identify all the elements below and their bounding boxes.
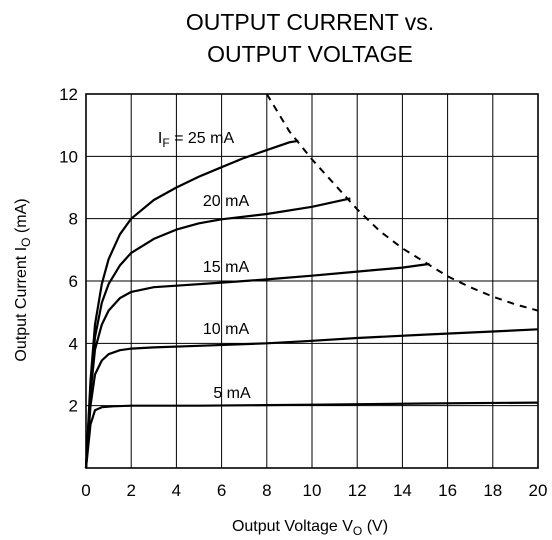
- series-label: IF = 25 mA: [158, 130, 235, 150]
- series-line: [84, 197, 351, 469]
- y-axis-label: Output Current IO (mA): [13, 198, 33, 361]
- plot-frame: [85, 93, 539, 469]
- x-axis-label-text: Output Voltage V: [232, 518, 353, 535]
- x-tick-label: 8: [262, 481, 271, 500]
- series-line: [84, 328, 539, 469]
- series-label: 20 mA: [203, 193, 250, 210]
- series-line: [84, 139, 299, 469]
- x-tick-label: 14: [393, 481, 412, 500]
- series-line: [84, 401, 539, 469]
- x-tick-label: 0: [81, 481, 90, 500]
- x-tick-label: 18: [483, 481, 502, 500]
- x-axis-label-subscript: O: [353, 524, 362, 538]
- y-axis-label-text: Output Current I: [13, 247, 30, 362]
- x-tick-label: 10: [303, 481, 322, 500]
- x-tick-label: 2: [126, 481, 135, 500]
- chart-title-line-1: OUTPUT CURRENT vs.: [186, 9, 434, 35]
- plot-grid: [86, 94, 538, 468]
- series-label: 5 mA: [213, 385, 251, 402]
- x-tick-label: 6: [217, 481, 226, 500]
- series-line: [84, 262, 430, 469]
- x-tick-label: 20: [529, 481, 548, 500]
- x-tick-label: 16: [438, 481, 457, 500]
- series-label: 10 mA: [203, 321, 250, 338]
- limit-curve-dashed: [265, 93, 539, 312]
- y-tick-label: 10: [59, 147, 78, 166]
- x-axis-label-unit: (V): [362, 518, 388, 535]
- series-label: 15 mA: [203, 259, 250, 276]
- y-tick-label: 4: [69, 334, 78, 353]
- x-tick-label: 4: [172, 481, 181, 500]
- series-lines: [84, 93, 539, 469]
- y-tick-label: 2: [69, 397, 78, 416]
- axis-ticks: 0 2 4 6 8 10 12 14 16 18 20 2 4 6 8 10 12: [59, 85, 547, 500]
- chart-title-line-2: OUTPUT VOLTAGE: [207, 41, 413, 67]
- y-tick-label: 8: [69, 210, 78, 229]
- y-tick-label: 12: [59, 85, 78, 104]
- series-labels: 5 mA 10 mA 15 mA 20 mA IF = 25 mA: [158, 130, 251, 402]
- y-axis-label-subscript: O: [19, 238, 33, 247]
- y-tick-label: 6: [69, 272, 78, 291]
- y-axis-label-unit: (mA): [13, 198, 30, 237]
- x-tick-label: 12: [348, 481, 367, 500]
- x-axis-label: Output Voltage VO (V): [232, 518, 388, 538]
